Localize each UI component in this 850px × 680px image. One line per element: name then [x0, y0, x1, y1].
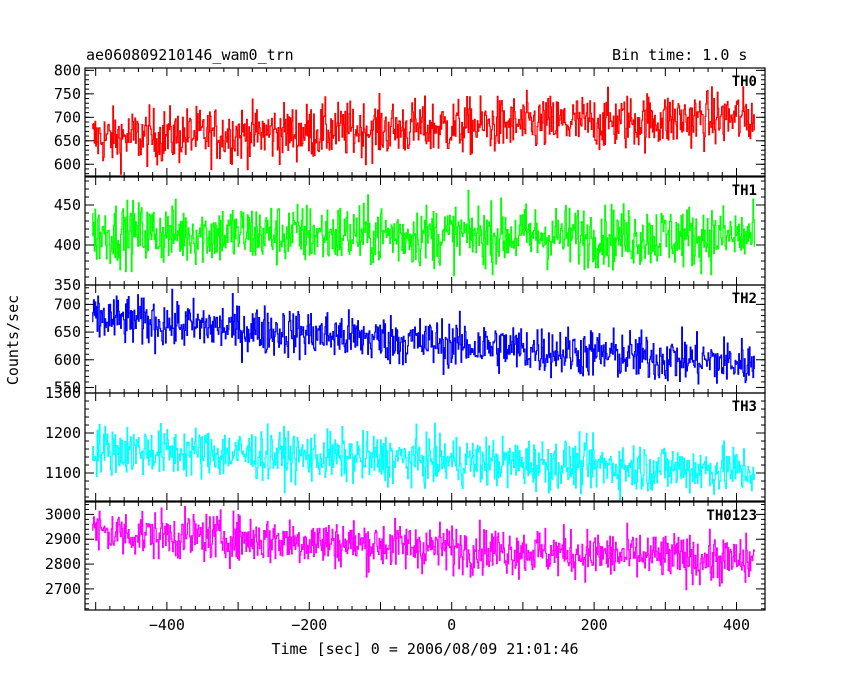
ytick-label: 1300 — [45, 384, 81, 402]
panel-frame-th3 — [84, 392, 766, 502]
ytick-label: 700 — [54, 108, 81, 126]
ytick-label: 2800 — [45, 555, 81, 573]
panel-label-th0123: TH0123 — [706, 508, 757, 524]
xtick-label: 400 — [723, 616, 750, 634]
ytick-label: 450 — [54, 196, 81, 214]
ytick-label: 600 — [54, 155, 81, 173]
xtick-label: 0 — [447, 616, 456, 634]
series-th1 — [92, 189, 755, 277]
series-th0123 — [92, 505, 755, 591]
ytick-label: 1100 — [45, 464, 81, 482]
panel-label-th3: TH3 — [732, 399, 757, 415]
series-th3 — [92, 422, 755, 501]
ytick-label: 600 — [54, 351, 81, 369]
ytick-label: 700 — [54, 295, 81, 313]
panel-label-th2: TH2 — [732, 291, 757, 307]
x-axis-label: Time [sec] 0 = 2006/08/09 21:01:46 — [271, 640, 578, 658]
xtick-label: −200 — [291, 616, 327, 634]
chart-title: ae060809210146_wam0_trn — [86, 46, 294, 64]
panel-label-th0: TH0 — [732, 74, 757, 90]
ytick-label: 3000 — [45, 505, 81, 523]
ytick-label: 1200 — [45, 424, 81, 442]
y-axis-label: Counts/sec — [4, 295, 22, 385]
ytick-label: 650 — [54, 323, 81, 341]
series-th0 — [92, 86, 755, 175]
xtick-label: 200 — [581, 616, 608, 634]
panel-frame-th0123 — [84, 501, 766, 611]
bin-time-label: Bin time: 1.0 s — [612, 46, 748, 64]
ytick-label: 350 — [54, 276, 81, 294]
ytick-label: 550 — [54, 378, 81, 396]
ytick-label: 400 — [54, 236, 81, 254]
xtick-label: −400 — [149, 616, 185, 634]
ytick-label: 750 — [54, 85, 81, 103]
ytick-label: 650 — [54, 132, 81, 150]
ytick-label: 2900 — [45, 530, 81, 548]
panel-label-th1: TH1 — [732, 183, 757, 199]
series-th2 — [92, 288, 755, 385]
ytick-label: 2700 — [45, 580, 81, 598]
ytick-label: 800 — [54, 61, 81, 79]
